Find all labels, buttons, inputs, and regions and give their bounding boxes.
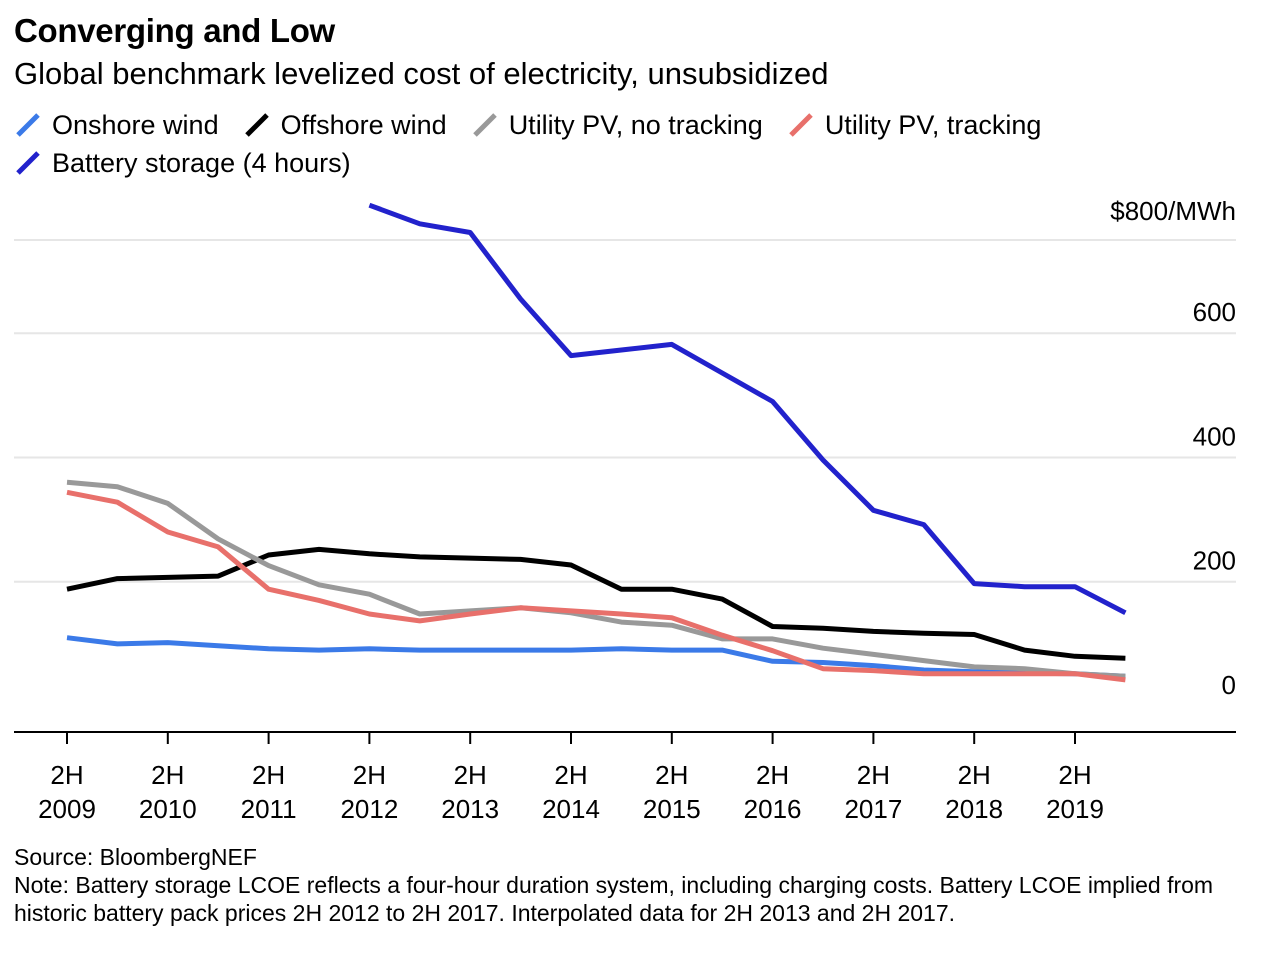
x-tick-label-2015-half: 2H xyxy=(655,760,688,790)
x-tick-label-2014-year: 2014 xyxy=(542,794,600,824)
x-tick-label-2011-year: 2011 xyxy=(241,794,297,824)
legend-item-battery-storage: Battery storage (4 hours) xyxy=(14,148,351,179)
legend-label-utility-pv-tracking: Utility PV, tracking xyxy=(824,109,1042,140)
x-tick-label-2009-year: 2009 xyxy=(38,794,96,824)
y-tick-label-800: $800/MWh xyxy=(1110,196,1236,226)
x-tick-label-2019-half: 2H xyxy=(1058,760,1091,790)
series-line-utility-pv-no-tracking xyxy=(66,479,1126,679)
x-tick-label-2010-half: 2H xyxy=(151,760,184,790)
x-tick-label-2012-year: 2012 xyxy=(340,794,398,824)
series-line-utility-pv-tracking xyxy=(66,489,1126,683)
legend-item-onshore-wind: Onshore wind xyxy=(14,110,219,141)
legend-swatch-onshore-wind xyxy=(14,111,42,139)
y-tick-label-400: 400 xyxy=(1193,421,1236,451)
legend-swatch-offshore-wind xyxy=(243,111,271,139)
legend-row-1: Onshore wind Offshore wind Utility PV, n… xyxy=(14,106,1214,144)
y-tick-label-600: 600 xyxy=(1193,297,1236,327)
x-tick-label-2013-year: 2013 xyxy=(441,794,499,824)
line-chart-plot: 0 200 400 600 $800/MWh 2H 2009 2H 2010 2H 2011 2H 20… xyxy=(14,196,1236,824)
legend-swatch-utility-pv-no-tracking xyxy=(471,111,499,139)
chart-footer: Source: BloombergNEF Note: Battery stora… xyxy=(14,843,1254,927)
legend-swatch-battery-storage xyxy=(14,149,42,177)
chart-subtitle: Global benchmark levelized cost of elect… xyxy=(14,56,829,91)
legend-row-2: Battery storage (4 hours) xyxy=(14,144,1214,182)
x-tick-label-2016-half: 2H xyxy=(756,760,789,790)
note-text: Note: Battery storage LCOE reflects a fo… xyxy=(14,872,1214,926)
legend-item-utility-pv-tracking: Utility PV, tracking xyxy=(787,109,1042,141)
x-tick-label-2019-year: 2019 xyxy=(1046,794,1104,824)
series-line-battery-storage xyxy=(368,202,1127,616)
x-tick-label-2018-year: 2018 xyxy=(945,794,1003,824)
series-line-onshore-wind xyxy=(66,635,1126,679)
x-tick-label-2017-half: 2H xyxy=(857,760,890,790)
x-tick-label-2014-half: 2H xyxy=(554,760,587,790)
legend-label-onshore-wind: Onshore wind xyxy=(52,109,219,140)
x-tick-label-2010-year: 2010 xyxy=(139,794,197,824)
legend-label-utility-pv-no-tracking: Utility PV, no tracking xyxy=(508,109,763,140)
legend-item-utility-pv-no-tracking: Utility PV, no tracking xyxy=(471,110,763,141)
x-tick-label-2009-half: 2H xyxy=(50,760,83,790)
series-line-offshore-wind xyxy=(66,546,1126,661)
x-tick-label-2016-year: 2016 xyxy=(744,794,802,824)
legend-label-battery-storage: Battery storage (4 hours) xyxy=(52,147,351,178)
x-tick-label-2017-year: 2017 xyxy=(844,794,902,824)
legend-swatch-utility-pv-tracking xyxy=(787,111,815,139)
x-tick-label-2011-half: 2H xyxy=(252,760,285,790)
x-tick-label-2012-half: 2H xyxy=(353,760,386,790)
y-tick-label-200: 200 xyxy=(1193,546,1236,576)
chart-title: Converging and Low xyxy=(14,12,335,49)
y-tick-label-0: 0 xyxy=(1222,670,1236,700)
x-tick-label-2015-year: 2015 xyxy=(643,794,701,824)
legend-label-offshore-wind: Offshore wind xyxy=(280,109,447,140)
x-tick-label-2013-half: 2H xyxy=(454,760,487,790)
source-text: Source: BloombergNEF xyxy=(14,844,257,870)
legend-item-offshore-wind: Offshore wind xyxy=(243,110,447,141)
x-tick-label-2018-half: 2H xyxy=(958,760,991,790)
chart-legend: Onshore wind Offshore wind Utility PV, n… xyxy=(14,106,1214,182)
